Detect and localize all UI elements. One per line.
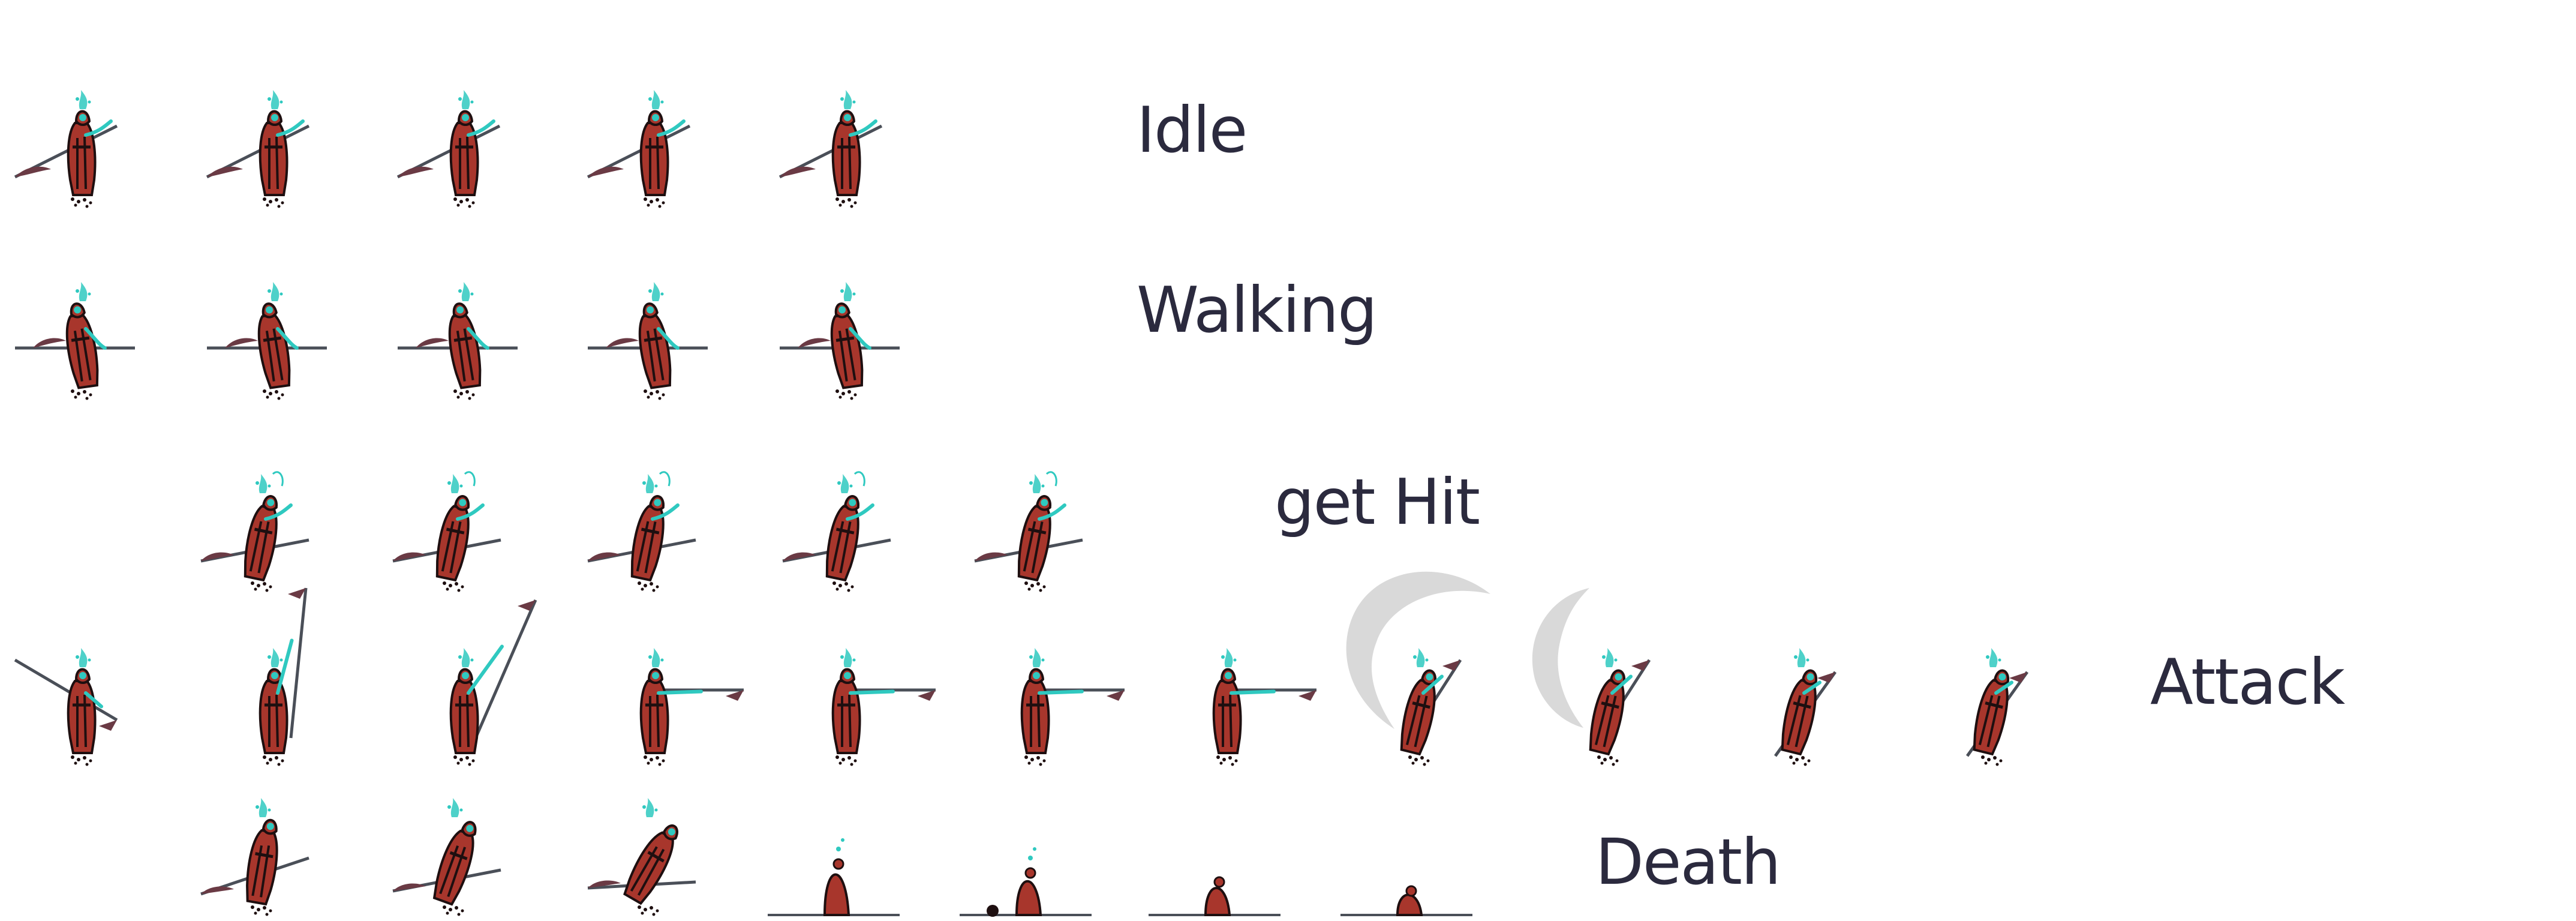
- death-frame-5: [960, 774, 1098, 918]
- get-hit-frame-1: [195, 450, 333, 594]
- get-hit-frame-5: [969, 450, 1107, 594]
- attack-frame-7: [1161, 624, 1316, 768]
- death-frame-1: [195, 774, 333, 918]
- attack-frame-6: [969, 624, 1125, 768]
- death-frame-3: [582, 774, 720, 918]
- attack-frame-2: [207, 587, 345, 768]
- attack-frame-4: [588, 624, 744, 768]
- idle-frame-1: [14, 66, 153, 210]
- idle-frame-4: [587, 66, 726, 210]
- animation-label-attack: Attack: [2150, 646, 2345, 719]
- animation-label-idle: Idle: [1137, 94, 1248, 167]
- get-hit-frame-3: [582, 450, 720, 594]
- death-frame-4: [768, 774, 906, 918]
- animation-row-idle: Idle: [0, 0, 2576, 208]
- attack-frame-9: [1541, 624, 1679, 768]
- death-frame-2: [387, 774, 525, 918]
- attack-frame-1: [14, 624, 153, 768]
- animation-label-get-hit: get Hit: [1275, 466, 1480, 539]
- walking-frame-5: [780, 258, 918, 402]
- idle-frame-2: [206, 66, 345, 210]
- animation-label-walking: Walking: [1137, 274, 1378, 347]
- attack-frame-8: [1352, 624, 1490, 768]
- animation-row-attack: Attack: [0, 0, 2576, 766]
- attack-frame-10: [1733, 624, 1871, 768]
- idle-frame-5: [778, 66, 918, 210]
- walking-frame-1: [15, 258, 153, 402]
- death-frame-7: [1340, 774, 1478, 918]
- animation-label-death: Death: [1595, 826, 1781, 899]
- attack-frame-11: [1925, 624, 2063, 768]
- attack-frame-3: [398, 599, 537, 768]
- get-hit-frame-2: [387, 450, 525, 594]
- animation-row-get-hit: get Hit: [0, 0, 2576, 592]
- slash-effect-2: [1517, 585, 1637, 729]
- walking-frame-4: [588, 258, 726, 402]
- animation-row-walking: Walking: [0, 0, 2576, 400]
- idle-frame-3: [396, 66, 536, 210]
- death-frame-6: [1149, 774, 1287, 918]
- attack-frame-5: [780, 624, 936, 768]
- get-hit-frame-4: [777, 450, 915, 594]
- walking-frame-2: [207, 258, 345, 402]
- slash-effect-1: [1328, 558, 1508, 732]
- walking-frame-3: [398, 258, 536, 402]
